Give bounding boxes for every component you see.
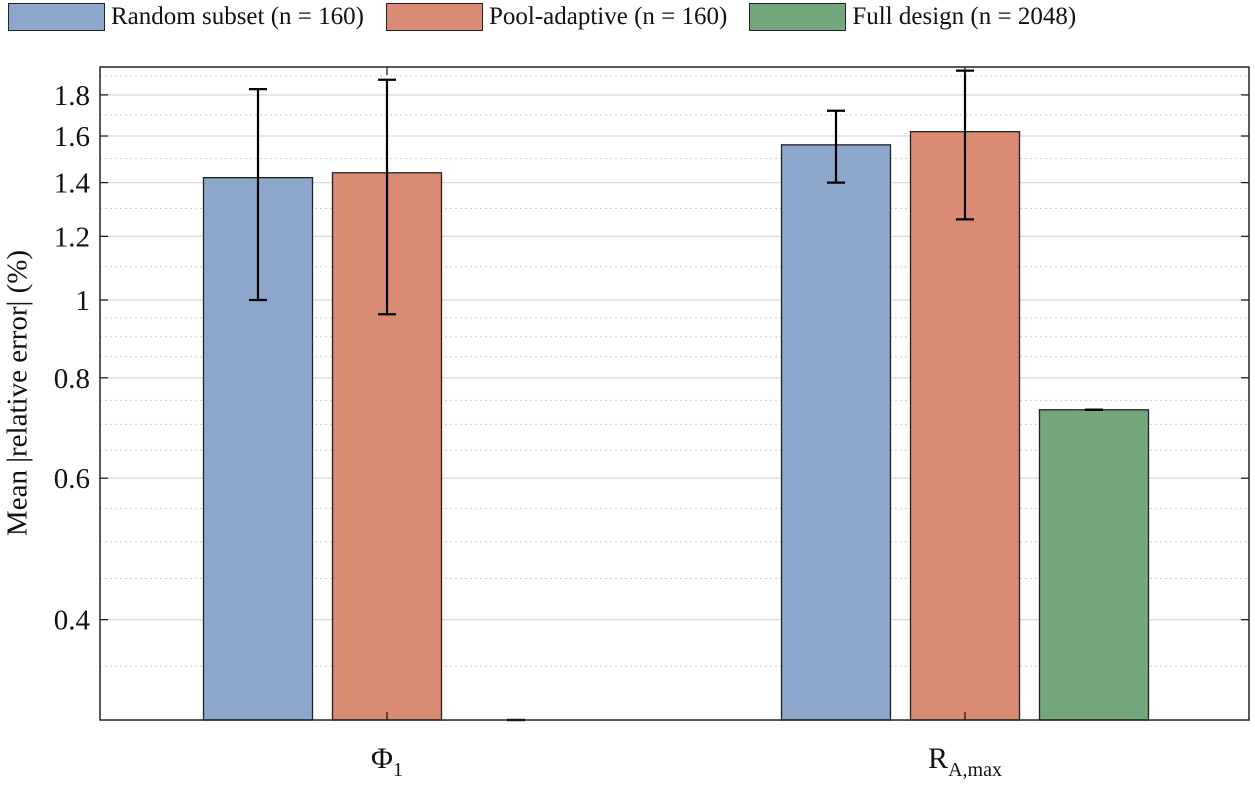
- y-tick-label: 0.4: [54, 605, 91, 637]
- x-tick-label-phi1-sub: 1: [392, 759, 403, 781]
- legend: Random subset (n = 160) Pool-adaptive (n…: [8, 0, 1098, 34]
- y-tick-label: 0.8: [54, 363, 90, 395]
- x-tick-label-ramax-main: R: [928, 742, 949, 775]
- y-tick-label: 1.4: [54, 168, 91, 200]
- x-tick-label-phi1-main: Φ: [371, 742, 393, 775]
- legend-label-random-subset: Random subset (n = 160): [111, 3, 364, 30]
- legend-swatch-random-subset: [8, 3, 105, 31]
- axes-box: [99, 66, 1250, 721]
- y-tick-label: 1: [76, 285, 91, 317]
- bars-layer: [202, 131, 1150, 721]
- y-tick-label: 1.6: [54, 121, 90, 153]
- legend-swatch-full-design: [749, 3, 847, 31]
- y-tick-label: 1.8: [54, 80, 90, 112]
- legend-label-pool-adaptive: Pool-adaptive (n = 160): [488, 3, 728, 30]
- y-tick-label: 0.6: [54, 463, 90, 495]
- x-tick-label-ramax: RA,max: [928, 742, 1002, 782]
- legend-swatch-pool-adaptive: [385, 3, 483, 31]
- legend-label-full-design: Full design (n = 2048): [852, 3, 1077, 30]
- x-tick-label-phi1: Φ1: [371, 742, 403, 782]
- y-tick-label: 1.2: [54, 221, 90, 253]
- legend-item-full-design: Full design (n = 2048): [749, 3, 1076, 31]
- y-axis-label: Mean |relative error| (%): [1, 249, 34, 537]
- x-tick-label-ramax-sub: A,max: [948, 759, 1002, 781]
- bar-random-subset: [780, 144, 892, 721]
- legend-item-pool-adaptive: Pool-adaptive (n = 160): [385, 3, 728, 31]
- ticks-layer: 0.4 0.6 0.8 1 1.2 1.4 1.6 1.8: [54, 67, 1249, 720]
- bar-full-design: [1038, 409, 1150, 721]
- legend-item-random-subset: Random subset (n = 160): [8, 3, 364, 31]
